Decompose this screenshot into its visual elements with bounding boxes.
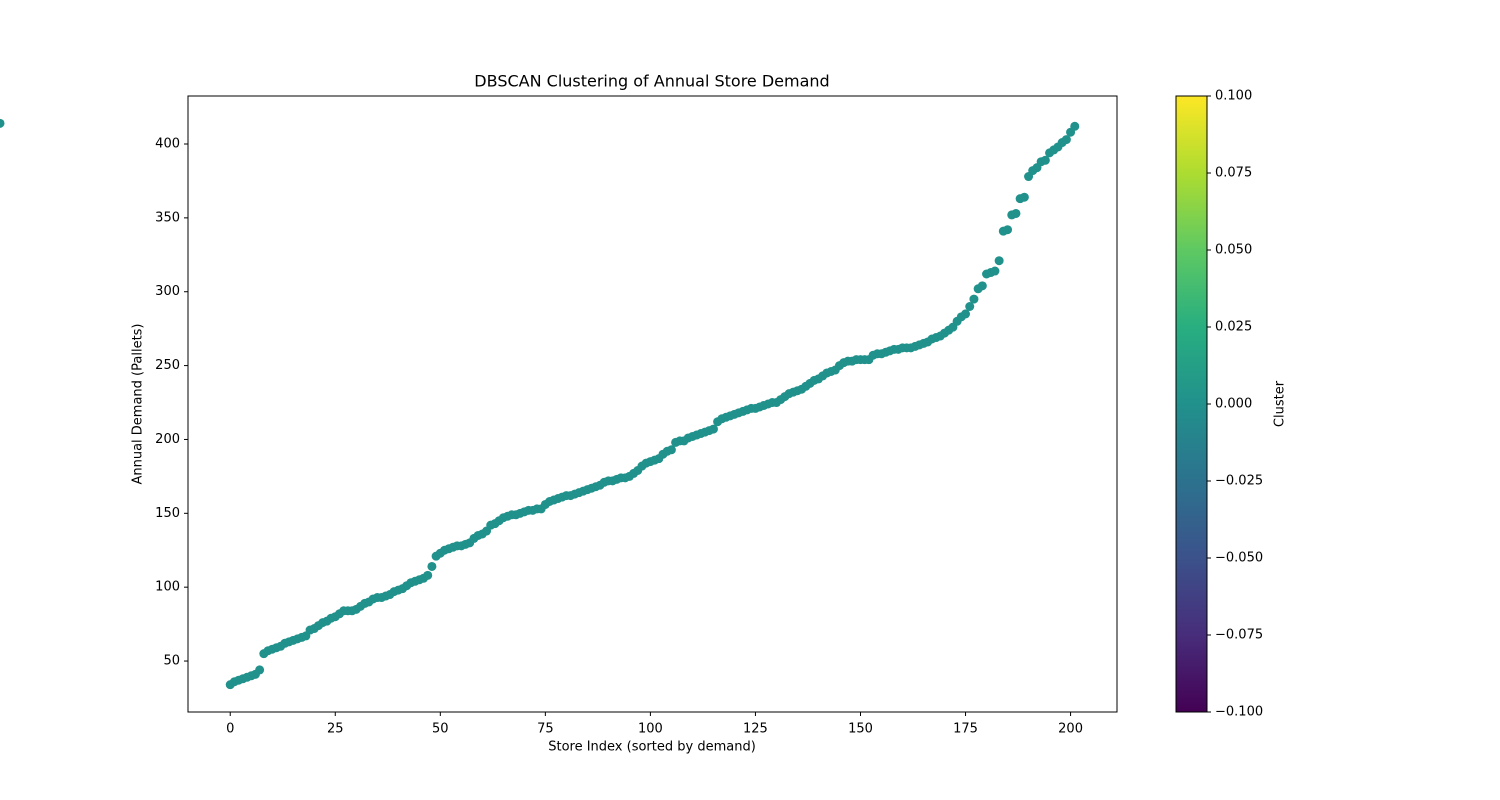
point bbox=[969, 294, 979, 304]
point bbox=[427, 561, 437, 571]
colorbar-tick-label: 0.100 bbox=[1215, 89, 1252, 104]
colorbar-tick-label: −0.100 bbox=[1215, 705, 1263, 720]
point bbox=[0, 118, 5, 128]
plot-area bbox=[0, 118, 1080, 690]
y-tick-label: 100 bbox=[155, 580, 180, 595]
colorbar-tick-label: −0.050 bbox=[1215, 551, 1263, 566]
point bbox=[1003, 225, 1013, 235]
point bbox=[977, 281, 987, 291]
point bbox=[423, 570, 433, 580]
colorbar-tick-label: 0.050 bbox=[1215, 243, 1252, 258]
point bbox=[255, 665, 265, 675]
colorbar-tick-label: −0.025 bbox=[1215, 474, 1263, 489]
point bbox=[990, 266, 1000, 276]
x-tick-label: 125 bbox=[743, 722, 768, 737]
point bbox=[708, 424, 718, 434]
y-tick-label: 400 bbox=[155, 137, 180, 152]
colorbar-tick-label: 0.075 bbox=[1215, 166, 1252, 181]
y-tick-label: 150 bbox=[155, 506, 180, 521]
axes-frame bbox=[187, 95, 1118, 713]
point bbox=[994, 256, 1004, 266]
point bbox=[1040, 155, 1050, 165]
x-tick-label: 50 bbox=[432, 722, 449, 737]
point bbox=[1011, 208, 1021, 218]
y-tick-label: 200 bbox=[155, 432, 180, 447]
x-tick-label: 75 bbox=[537, 722, 554, 737]
x-tick-label: 175 bbox=[953, 722, 978, 737]
x-tick-label: 200 bbox=[1058, 722, 1083, 737]
colorbar-tick-label: 0.000 bbox=[1215, 397, 1252, 412]
point bbox=[1061, 135, 1071, 145]
x-tick-label: 0 bbox=[226, 722, 234, 737]
x-tick-label: 100 bbox=[638, 722, 663, 737]
x-tick-label: 25 bbox=[327, 722, 344, 737]
point bbox=[961, 309, 971, 319]
y-tick-label: 250 bbox=[155, 358, 180, 373]
colorbar bbox=[1176, 96, 1207, 712]
point bbox=[1070, 121, 1080, 131]
colorbar-tick-label: −0.075 bbox=[1215, 628, 1263, 643]
colorbar-tick-label: 0.025 bbox=[1215, 320, 1252, 335]
point bbox=[965, 302, 975, 312]
x-axis-label: Store Index (sorted by demand) bbox=[548, 740, 756, 755]
y-tick-label: 350 bbox=[155, 210, 180, 225]
x-tick-label: 150 bbox=[848, 722, 873, 737]
y-tick-label: 300 bbox=[155, 284, 180, 299]
chart-title: DBSCAN Clustering of Annual Store Demand bbox=[474, 72, 829, 91]
colorbar-label: Cluster bbox=[1273, 380, 1288, 427]
y-axis-label: Annual Demand (Pallets) bbox=[131, 323, 146, 484]
y-tick-label: 50 bbox=[163, 654, 180, 669]
point bbox=[1019, 192, 1029, 202]
point bbox=[666, 445, 676, 455]
